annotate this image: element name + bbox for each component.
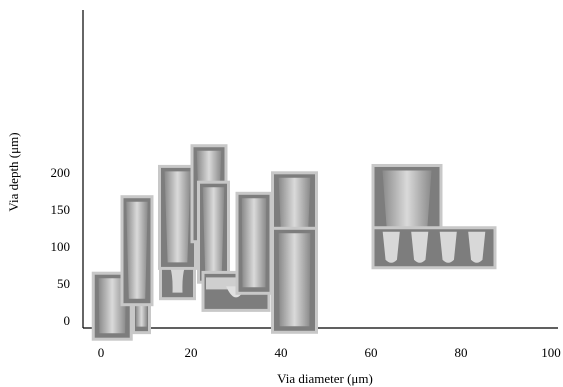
x-tick-label-1: 20 [185,345,198,360]
x-axis-label: Via diameter (μm) [277,371,373,386]
micrograph-point-6 [197,180,230,284]
y-tick-label-0: 0 [64,313,71,328]
x-tick-label-0: 0 [98,345,105,360]
y-axis-label: Via depth (μm) [6,132,21,211]
y-tick-label-2: 100 [51,239,71,254]
micrograph-point-8 [235,191,273,295]
micrograph-point-10 [271,226,318,334]
micrograph-point-2 [120,195,154,307]
axes [82,10,558,329]
y-tick-label-1: 50 [57,276,70,291]
micrograph-point-4 [158,164,197,270]
x-tick-label-4: 80 [455,345,468,360]
x-tick-label-5: 100 [541,345,561,360]
x-tick-label-3: 60 [365,345,378,360]
y-tick-labels: 0 50 100 150 200 [51,165,71,328]
y-tick-label-3: 150 [51,202,71,217]
y-tick-label-4: 200 [51,165,71,180]
micrograph-point-12 [371,226,497,270]
x-tick-label-2: 40 [275,345,288,360]
micrograph-markers [91,144,497,341]
x-tick-labels: 0 20 40 60 80 100 [98,345,561,360]
